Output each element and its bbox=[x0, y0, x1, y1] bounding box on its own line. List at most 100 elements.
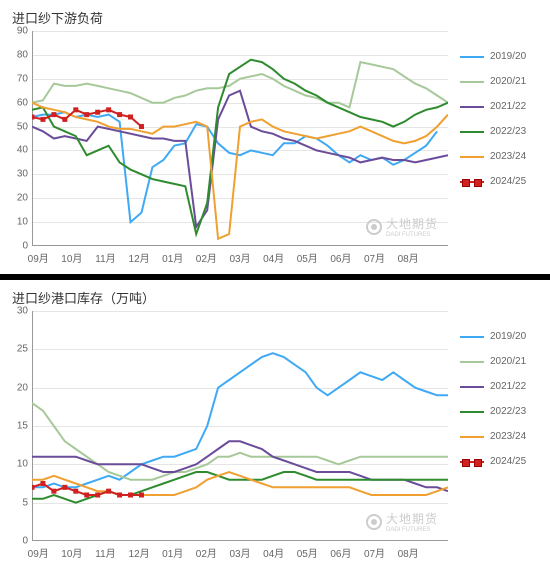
series-line-2019/20 bbox=[32, 353, 448, 487]
legend-swatch bbox=[460, 106, 484, 108]
series-line-2019/20 bbox=[32, 112, 437, 222]
y-tick: 80 bbox=[8, 49, 32, 60]
legend-item-2020/21: 2020/21 bbox=[460, 76, 532, 87]
legend-label: 2022/23 bbox=[490, 126, 526, 137]
chart-1-plot: 010203040506070809009月10月11月12月01月02月03月… bbox=[8, 31, 448, 266]
series-marker bbox=[106, 489, 111, 494]
legend-swatch bbox=[460, 461, 484, 463]
x-tick: 05月 bbox=[297, 250, 318, 265]
series-marker bbox=[84, 112, 89, 117]
series-marker bbox=[128, 115, 133, 120]
series-marker bbox=[40, 117, 45, 122]
lines-svg bbox=[32, 311, 448, 541]
series-line-2023/24 bbox=[32, 472, 448, 495]
legend-swatch bbox=[460, 336, 484, 338]
x-tick: 08月 bbox=[398, 545, 419, 560]
y-tick: 20 bbox=[8, 193, 32, 204]
series-marker bbox=[32, 485, 35, 490]
y-tick: 20 bbox=[8, 382, 32, 393]
legend-swatch bbox=[460, 411, 484, 413]
series-marker bbox=[62, 117, 67, 122]
series-marker bbox=[84, 493, 89, 498]
legend-swatch bbox=[460, 56, 484, 58]
x-tick: 08月 bbox=[398, 250, 419, 265]
y-tick: 10 bbox=[8, 459, 32, 470]
x-tick: 06月 bbox=[330, 250, 351, 265]
legend-item-2023/24: 2023/24 bbox=[460, 431, 532, 442]
chart-2-plot-wrap: 05101520253009月10月11月12月01月02月03月04月05月0… bbox=[8, 311, 448, 561]
series-line-2020/21 bbox=[32, 62, 448, 107]
series-marker bbox=[95, 493, 100, 498]
legend-swatch bbox=[460, 156, 484, 158]
legend-label: 2020/21 bbox=[490, 76, 526, 87]
series-marker bbox=[62, 485, 67, 490]
legend-label: 2019/20 bbox=[490, 51, 526, 62]
legend-swatch bbox=[460, 436, 484, 438]
x-tick: 04月 bbox=[263, 545, 284, 560]
series-marker bbox=[51, 489, 56, 494]
chart-2-legend: 2019/20 2020/21 2021/22 2022/23 2023/24 2024/… bbox=[448, 311, 532, 481]
chart-2-body: 05101520253009月10月11月12月01月02月03月04月05月0… bbox=[8, 311, 550, 561]
legend-label: 2024/25 bbox=[490, 176, 526, 187]
series-marker bbox=[139, 493, 144, 498]
chart-1-plot-wrap: 010203040506070809009月10月11月12月01月02月03月… bbox=[8, 31, 448, 266]
legend-item-2022/23: 2022/23 bbox=[460, 406, 532, 417]
legend-item-2021/22: 2021/22 bbox=[460, 381, 532, 392]
legend-label: 2020/21 bbox=[490, 356, 526, 367]
x-tick: 02月 bbox=[196, 545, 217, 560]
x-tick: 01月 bbox=[162, 250, 183, 265]
series-marker bbox=[117, 493, 122, 498]
series-line-2021/22 bbox=[32, 441, 448, 491]
legend-label: 2023/24 bbox=[490, 151, 526, 162]
series-marker bbox=[139, 124, 144, 129]
legend-label: 2019/20 bbox=[490, 331, 526, 342]
x-tick: 12月 bbox=[129, 545, 150, 560]
y-tick: 15 bbox=[8, 421, 32, 432]
legend-label: 2024/25 bbox=[490, 456, 526, 467]
legend-label: 2021/22 bbox=[490, 381, 526, 392]
legend-item-2020/21: 2020/21 bbox=[460, 356, 532, 367]
legend-swatch bbox=[460, 386, 484, 388]
legend-item-2019/20: 2019/20 bbox=[460, 51, 532, 62]
series-marker bbox=[32, 115, 35, 120]
y-tick: 70 bbox=[8, 73, 32, 84]
legend-item-2023/24: 2023/24 bbox=[460, 151, 532, 162]
chart-1-title: 进口纱下游负荷 bbox=[12, 8, 550, 27]
legend-swatch bbox=[460, 131, 484, 133]
x-tick: 05月 bbox=[297, 545, 318, 560]
series-marker bbox=[106, 107, 111, 112]
legend-item-2022/23: 2022/23 bbox=[460, 126, 532, 137]
chart-1-container: 进口纱下游负荷 010203040506070809009月10月11月12月0… bbox=[0, 0, 550, 274]
y-tick: 30 bbox=[8, 306, 32, 317]
legend-label: 2022/23 bbox=[490, 406, 526, 417]
legend-swatch bbox=[460, 81, 484, 83]
y-tick: 10 bbox=[8, 217, 32, 228]
x-tick: 09月 bbox=[28, 250, 49, 265]
series-marker bbox=[128, 493, 133, 498]
y-tick: 5 bbox=[8, 497, 32, 508]
y-tick: 40 bbox=[8, 145, 32, 156]
x-tick: 07月 bbox=[364, 250, 385, 265]
legend-item-2019/20: 2019/20 bbox=[460, 331, 532, 342]
x-tick: 03月 bbox=[229, 250, 250, 265]
x-tick: 07月 bbox=[364, 545, 385, 560]
chart-2-container: 进口纱港口库存（万吨） 05101520253009月10月11月12月01月0… bbox=[0, 280, 550, 569]
x-tick: 11月 bbox=[95, 545, 115, 560]
legend-label: 2021/22 bbox=[490, 101, 526, 112]
x-tick: 01月 bbox=[162, 545, 183, 560]
series-marker bbox=[95, 110, 100, 115]
x-tick: 02月 bbox=[196, 250, 217, 265]
series-line-2021/22 bbox=[32, 91, 448, 227]
legend-swatch bbox=[460, 181, 484, 183]
chart-1-legend: 2019/20 2020/21 2021/22 2022/23 2023/24 2024/… bbox=[448, 31, 532, 201]
y-tick: 60 bbox=[8, 97, 32, 108]
series-marker bbox=[117, 112, 122, 117]
x-tick: 06月 bbox=[330, 545, 351, 560]
x-tick: 04月 bbox=[263, 250, 284, 265]
chart-1-body: 010203040506070809009月10月11月12月01月02月03月… bbox=[8, 31, 550, 266]
y-tick: 50 bbox=[8, 121, 32, 132]
x-tick: 03月 bbox=[229, 545, 250, 560]
legend-item-2021/22: 2021/22 bbox=[460, 101, 532, 112]
x-tick: 11月 bbox=[95, 250, 115, 265]
y-tick: 30 bbox=[8, 169, 32, 180]
